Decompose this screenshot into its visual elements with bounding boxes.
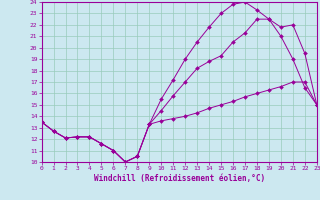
X-axis label: Windchill (Refroidissement éolien,°C): Windchill (Refroidissement éolien,°C) xyxy=(94,174,265,183)
